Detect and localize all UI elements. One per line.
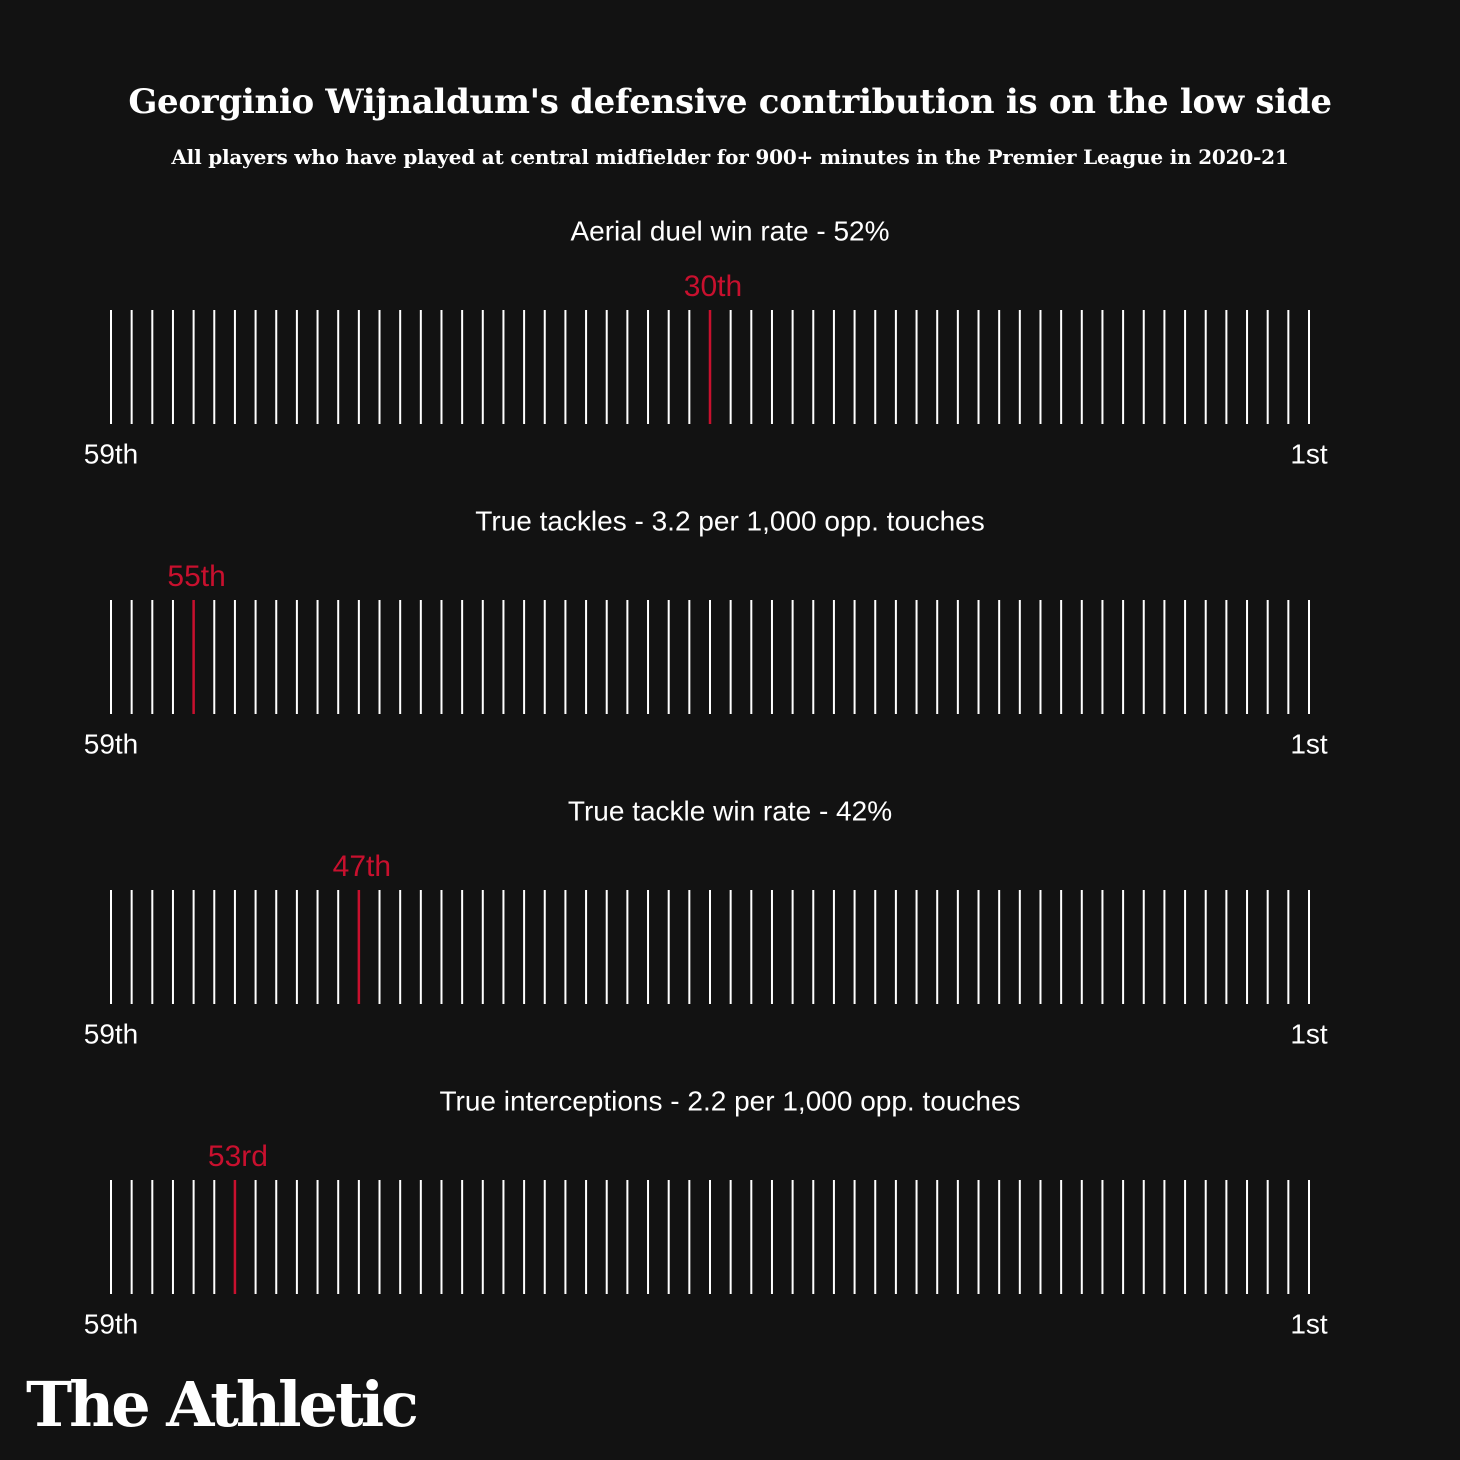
rank-min-label: 59th (84, 728, 139, 759)
highlight-rank-label: 55th (167, 560, 225, 593)
highlight-rank-label: 30th (684, 270, 742, 303)
strip-title: True tackles - 3.2 per 1,000 opp. touche… (475, 505, 984, 536)
strip-title: True interceptions - 2.2 per 1,000 opp. … (439, 1085, 1020, 1116)
rank-max-label: 1st (1290, 1018, 1328, 1049)
strip-title: True tackle win rate - 42% (568, 795, 892, 826)
highlight-rank-label: 47th (333, 850, 391, 883)
chart-subtitle: All players who have played at central m… (171, 145, 1289, 169)
rank-min-label: 59th (84, 438, 139, 469)
rank-max-label: 1st (1290, 728, 1328, 759)
chart-title: Georginio Wijnaldum's defensive contribu… (128, 82, 1332, 122)
highlight-rank-label: 53rd (208, 1140, 268, 1173)
rank-min-label: 59th (84, 1018, 139, 1049)
rank-min-label: 59th (84, 1308, 139, 1339)
strip-title: Aerial duel win rate - 52% (570, 215, 889, 246)
brand-logo: The Athletic (26, 1368, 419, 1441)
rank-max-label: 1st (1290, 438, 1328, 469)
rank-max-label: 1st (1290, 1308, 1328, 1339)
